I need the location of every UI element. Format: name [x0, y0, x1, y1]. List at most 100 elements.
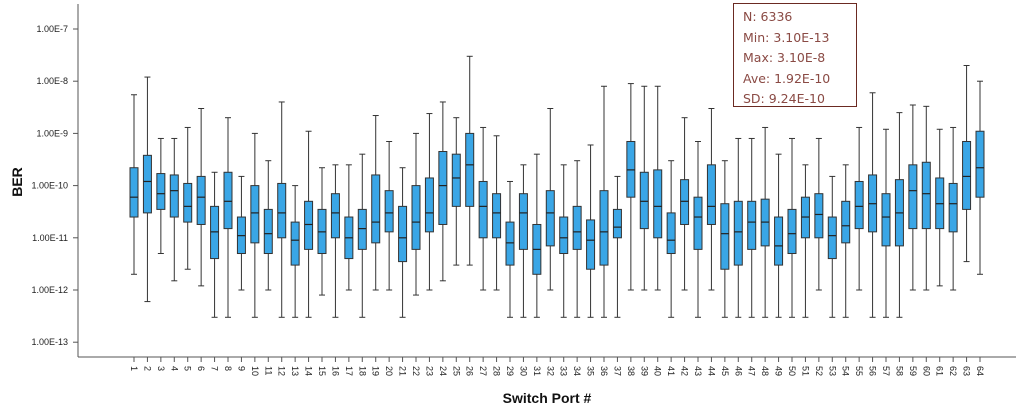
x-tick-label: 2 [142, 366, 152, 371]
x-tick-label: 47 [747, 366, 757, 376]
iqr-box [492, 193, 502, 239]
box-port-51 [800, 164, 810, 318]
box-port-3 [156, 137, 166, 255]
iqr-box [210, 205, 220, 260]
x-tick-label: 1 [129, 366, 139, 371]
box-port-15 [317, 167, 327, 296]
x-tick-label: 32 [545, 366, 555, 376]
box-port-24 [438, 101, 448, 282]
x-tick-label: 58 [894, 366, 904, 376]
x-tick-label: 7 [210, 366, 220, 371]
x-tick-label: 9 [236, 366, 246, 371]
box-port-23 [424, 113, 434, 291]
y-tick-label: 1.00E-10 [31, 181, 68, 191]
iqr-box [599, 190, 609, 266]
x-tick-label: 63 [962, 366, 972, 376]
iqr-box [411, 185, 421, 250]
x-axis-ticks: 1 2 3 4 5 6 7 8 9 10 11 12 13 14 15 16 17 18 19 20 21 22 23 24 2… [129, 357, 985, 376]
box-port-56 [868, 92, 878, 318]
iqr-box [290, 221, 300, 266]
iqr-box [733, 200, 743, 266]
box-port-19 [371, 115, 381, 291]
iqr-box [854, 180, 864, 230]
box-port-53 [827, 175, 837, 318]
box-port-60 [921, 105, 931, 291]
box-port-59 [908, 104, 918, 291]
x-tick-label: 40 [653, 366, 663, 376]
iqr-box [612, 208, 622, 239]
x-tick-label: 21 [398, 366, 408, 376]
box-port-54 [841, 164, 851, 318]
x-tick-label: 52 [814, 366, 824, 376]
x-tick-label: 62 [948, 366, 958, 376]
iqr-box [384, 190, 394, 233]
x-tick-label: 60 [921, 366, 931, 376]
box-port-50 [787, 137, 797, 318]
box-port-5 [183, 126, 193, 270]
iqr-box [572, 205, 582, 250]
box-port-34 [572, 160, 582, 318]
iqr-box [371, 174, 381, 244]
x-tick-label: 12 [277, 366, 287, 376]
box-port-41 [666, 160, 676, 318]
x-tick-label: 19 [371, 366, 381, 376]
box-port-21 [398, 167, 408, 318]
box-port-20 [384, 140, 394, 291]
x-tick-label: 25 [451, 366, 461, 376]
stats-min: Min: 3.10E-13 [743, 29, 830, 45]
box-port-40 [653, 85, 663, 291]
iqr-box [680, 179, 690, 225]
iqr-box [223, 171, 233, 230]
x-tick-label: 38 [626, 366, 636, 376]
iqr-box [639, 171, 649, 230]
box-port-35 [586, 144, 596, 318]
x-tick-label: 29 [505, 366, 515, 376]
iqr-box [545, 190, 555, 247]
y-tick-label: 1.00E-7 [36, 24, 68, 34]
y-axis-title: BER [9, 167, 25, 197]
x-tick-label: 17 [344, 366, 354, 376]
x-tick-label: 42 [680, 366, 690, 376]
x-tick-label: 35 [586, 366, 596, 376]
iqr-box [129, 167, 139, 218]
box-port-38 [626, 83, 636, 291]
x-tick-label: 23 [424, 366, 434, 376]
box-port-28 [492, 135, 502, 291]
x-tick-label: 6 [196, 366, 206, 371]
iqr-box [693, 196, 703, 250]
iqr-box [156, 173, 166, 210]
iqr-box [559, 216, 569, 255]
iqr-box [357, 208, 367, 250]
x-tick-label: 51 [800, 366, 810, 376]
box-port-4 [169, 137, 179, 282]
iqr-box [827, 216, 837, 260]
x-tick-label: 14 [304, 366, 314, 376]
stats-summary-box: N: 6336 Min: 3.10E-13 Max: 3.10E-8 Ave: … [733, 3, 857, 107]
x-tick-label: 11 [263, 366, 273, 375]
iqr-box [774, 216, 784, 266]
x-tick-label: 30 [518, 366, 528, 376]
x-tick-label: 10 [250, 366, 260, 376]
iqr-box [787, 208, 797, 255]
box-port-57 [881, 128, 891, 318]
box-port-11 [263, 160, 273, 291]
y-tick-label: 1.00E-11 [32, 233, 68, 243]
x-tick-label: 50 [787, 366, 797, 376]
iqr-box [169, 174, 179, 218]
y-tick-label: 1.00E-13 [31, 337, 68, 347]
box-port-64 [975, 80, 985, 275]
iqr-box [666, 212, 676, 255]
iqr-box [586, 219, 596, 270]
iqr-box [142, 154, 152, 214]
box-port-29 [505, 180, 515, 318]
box-port-22 [411, 132, 421, 296]
iqr-box [720, 203, 730, 270]
iqr-box [263, 208, 273, 255]
iqr-box [505, 221, 515, 266]
x-tick-label: 8 [223, 366, 233, 371]
iqr-box [962, 140, 972, 210]
x-tick-label: 55 [854, 366, 864, 376]
x-tick-label: 61 [935, 366, 945, 376]
box-port-46 [733, 137, 743, 318]
box-port-12 [277, 101, 287, 318]
